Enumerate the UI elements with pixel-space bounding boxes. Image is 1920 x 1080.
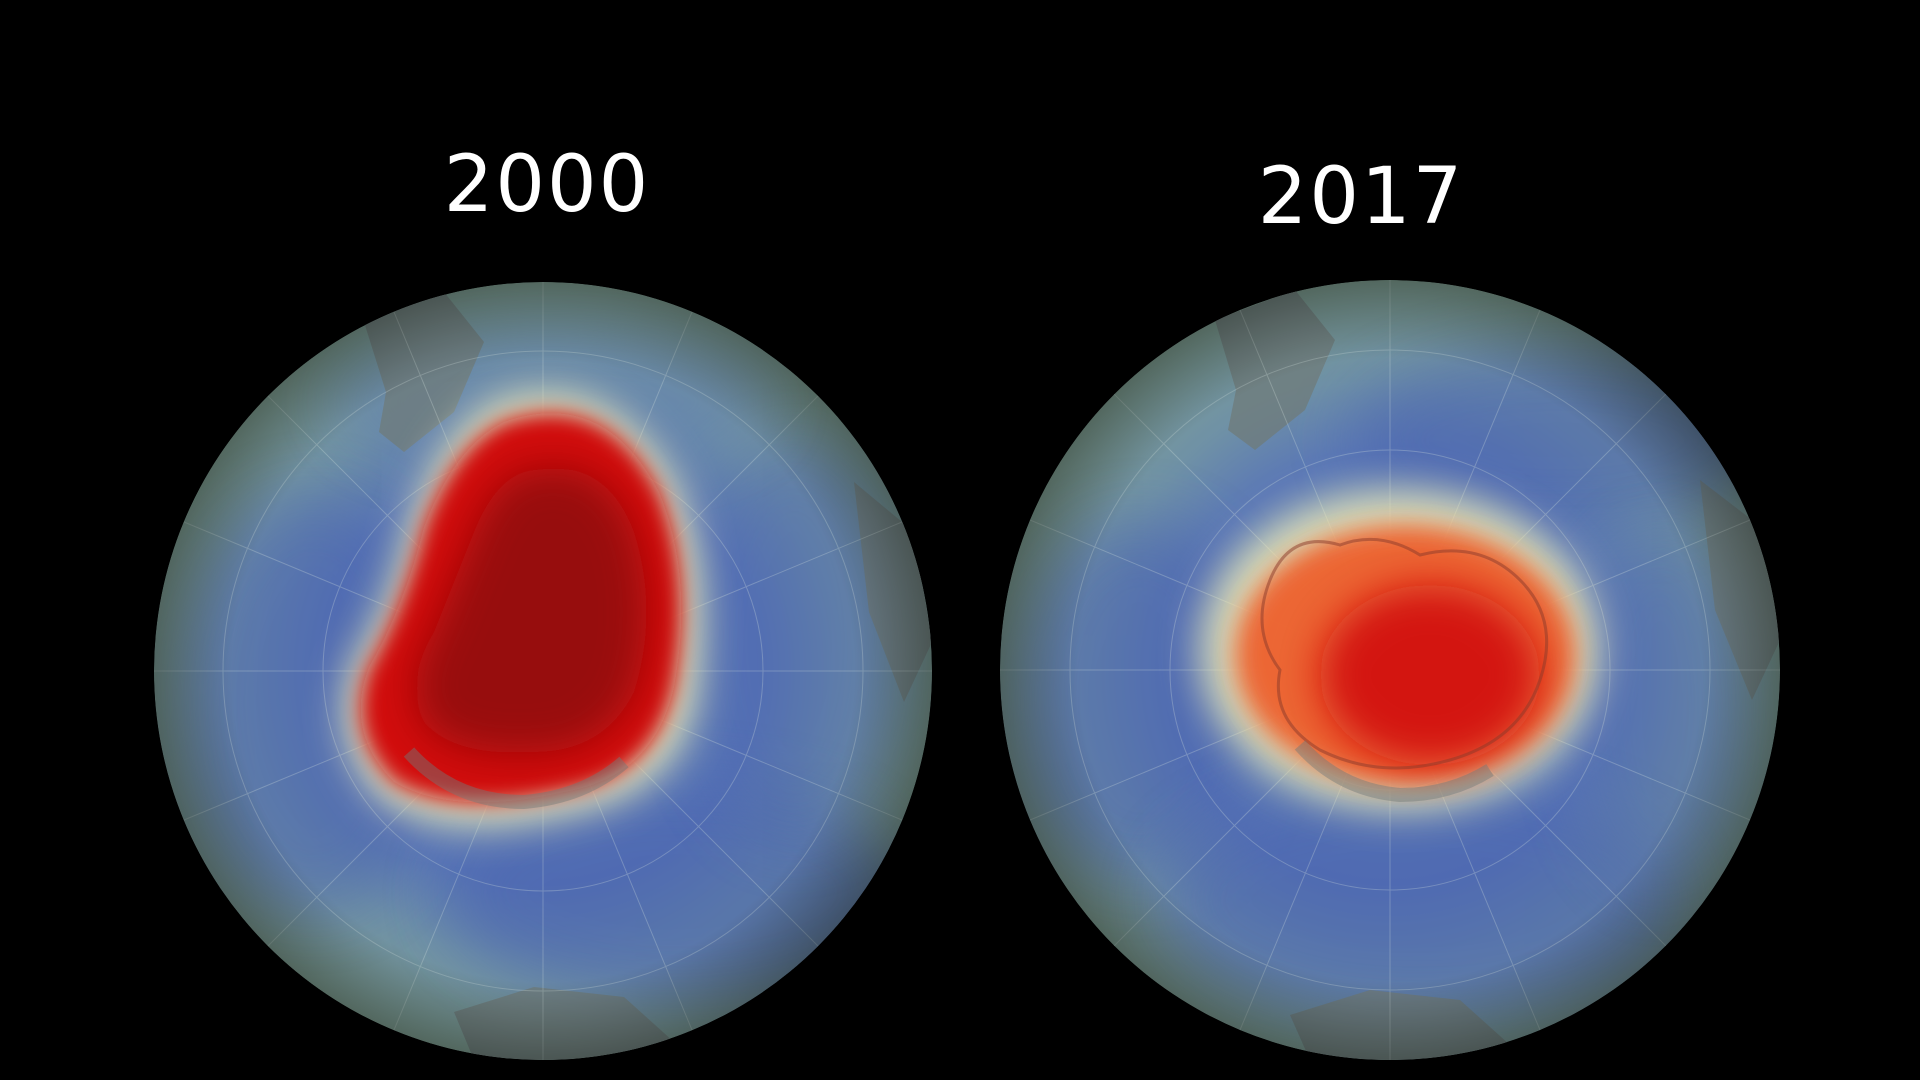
- year-label-2017: 2017: [1257, 152, 1465, 242]
- globe-2000: [154, 282, 932, 1060]
- globe-2000-map: [154, 282, 932, 1060]
- globe-2017-map: [1000, 280, 1780, 1060]
- year-label-2000: 2000: [443, 140, 651, 230]
- globe-2017: [1000, 280, 1780, 1060]
